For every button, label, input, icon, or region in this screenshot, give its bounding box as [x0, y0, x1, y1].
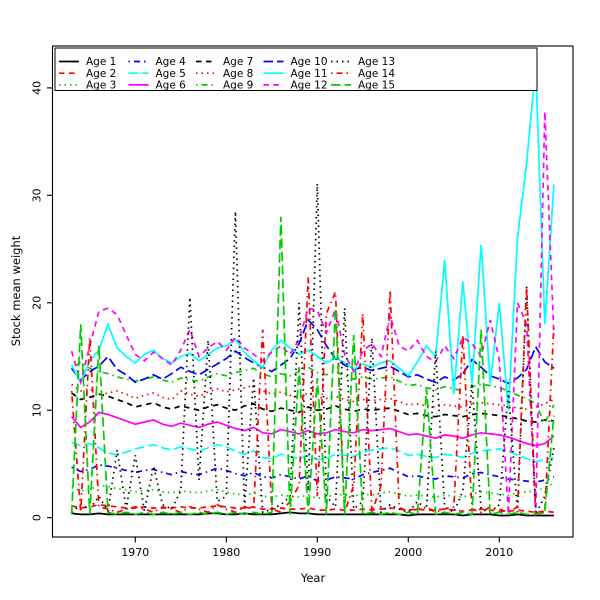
legend-entry-age-9: Age 9 [196, 80, 253, 92]
legend-label: Age 12 [291, 80, 328, 92]
y-tick-label-0: 0 [31, 514, 44, 521]
y-axis-title: Stock mean weight [9, 235, 23, 347]
y-tick-label-10: 10 [31, 403, 44, 417]
legend-entry-age-3: Age 3 [59, 80, 116, 92]
series-line-age-9 [71, 360, 555, 426]
legend-entry-age-1: Age 1 [59, 56, 116, 68]
legend-label: Age 13 [358, 56, 395, 68]
series-line-age-15 [70, 216, 555, 516]
y-tick-label-30: 30 [31, 188, 44, 202]
legend-label: Age 7 [223, 56, 253, 68]
legend-box [54, 47, 538, 91]
series-line-age-4 [71, 464, 555, 484]
legend-entry-age-5: Age 5 [128, 68, 186, 80]
y-tick-label-40: 40 [31, 81, 44, 95]
legend-entry-age-13: Age 13 [331, 56, 395, 68]
legend-entry-age-8: Age 8 [196, 68, 253, 80]
x-tick-label-1980: 1980 [212, 546, 240, 559]
legend-entry-age-12: Age 12 [263, 80, 328, 92]
legend-label: Age 6 [156, 80, 187, 92]
legend-entry-age-4: Age 4 [128, 56, 187, 68]
legend-label: Age 8 [223, 68, 253, 80]
series-line-age-2 [71, 503, 555, 514]
series-line-age-6 [70, 411, 555, 447]
x-axis-title: Year [300, 571, 326, 585]
legend-label: Age 14 [358, 68, 395, 80]
y-axis: 0 10 20 30 40 [31, 81, 53, 521]
x-tick-label-1990: 1990 [303, 546, 331, 559]
series-line-age-14 [70, 276, 555, 516]
legend-label: Age 15 [358, 80, 395, 92]
x-tick-label-2000: 2000 [394, 546, 422, 559]
legend-label: Age 2 [86, 68, 116, 80]
legend-entry-age-11: Age 11 [263, 68, 328, 80]
legend-entry-age-2: Age 2 [59, 68, 116, 80]
legend-entry-age-6: Age 6 [128, 80, 187, 92]
series-line-age-5 [71, 441, 555, 463]
y-tick-label-20: 20 [31, 296, 44, 310]
series-line-age-3 [71, 482, 555, 500]
legend-label: Age 1 [86, 56, 116, 68]
legend-label: Age 3 [86, 80, 116, 92]
legend-label: Age 5 [156, 68, 186, 80]
legend-entry-age-15: Age 15 [331, 80, 395, 92]
legend-label: Age 4 [156, 56, 187, 68]
x-axis: 1970 1980 1990 2000 2010 [121, 537, 513, 559]
legend-label: Age 10 [291, 56, 328, 68]
legend-entry-age-10: Age 10 [263, 56, 328, 68]
series-line-age-11 [70, 66, 555, 411]
series-line-age-12 [70, 111, 555, 515]
plot-box [51, 45, 574, 538]
series-lines [70, 66, 555, 517]
legend-entry-age-7: Age 7 [196, 56, 253, 68]
legend-label: Age 9 [223, 80, 253, 92]
legend-label: Age 11 [291, 68, 328, 80]
x-tick-label-1970: 1970 [121, 546, 149, 559]
x-tick-label-2010: 2010 [485, 546, 513, 559]
legend-entry-age-14: Age 14 [331, 68, 395, 80]
